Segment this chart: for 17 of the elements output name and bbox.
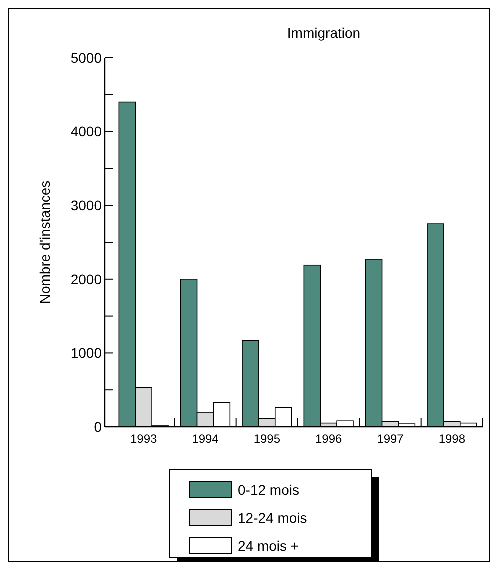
y-tick-label: 3000: [70, 198, 102, 214]
x-tick-label: 1998: [438, 432, 466, 446]
x-tick-label: 1995: [254, 432, 281, 446]
x-tick-label: 1996: [315, 432, 343, 446]
y-tick-label: 4000: [70, 124, 102, 140]
chart-title: Immigration: [287, 25, 361, 41]
y-tick-label: 5000: [70, 50, 102, 66]
x-tick-label: 1993: [130, 432, 158, 446]
legend-label: 12-24 mois: [238, 510, 308, 526]
y-tick-label: 2000: [70, 271, 102, 288]
y-axis-title: Nombre d'instances: [37, 180, 53, 304]
x-tick-label: 1994: [192, 432, 220, 446]
legend-label: 24 mois +: [238, 538, 300, 554]
legend-label: 0-12 mois: [238, 482, 300, 498]
x-tick-label: 1997: [377, 432, 404, 446]
y-tick-label: 0: [94, 418, 102, 435]
y-tick-label: 1000: [70, 345, 102, 362]
